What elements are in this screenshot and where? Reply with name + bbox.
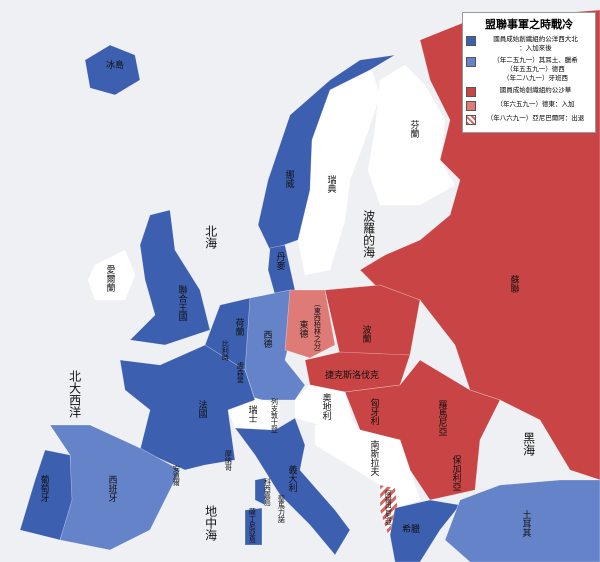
region-italy: [234, 417, 351, 556]
legend-item-nato-founder: 國員成始創織組約公洋西大北 ：入加來後: [466, 35, 592, 53]
label-luxembourg: 盧森堡: [236, 362, 245, 383]
label-hungary: 匈牙利: [368, 398, 379, 425]
legend-text: （年二八九一）牙班西: [503, 74, 568, 82]
region-sardinia: [244, 507, 263, 546]
label-netherlands: 荷蘭: [233, 318, 244, 336]
region-norway: [257, 54, 396, 251]
region-greece: [389, 499, 461, 562]
label-italy: 義大利: [286, 465, 297, 492]
region-ireland: [87, 249, 136, 301]
region-corsica: [254, 477, 266, 506]
label-atlantic: 北大西洋: [67, 370, 82, 418]
legend-item-warsaw-founder: 國員成始創織組約公沙華: [466, 86, 592, 97]
label-monaco: 摩納哥: [224, 450, 233, 471]
label-spain: 西班牙: [106, 475, 117, 502]
label-turkey: 土耳其: [520, 510, 531, 537]
label-east-germany: 東德: [297, 320, 308, 338]
label-andorra: 安道爾: [172, 465, 181, 486]
label-sweden: 瑞典: [325, 175, 336, 193]
legend: 盟聯事軍之時戰冷 國員成始創織組約公洋西大北 ：入加來後 （年二五九一）其耳土、臘…: [462, 12, 596, 133]
legend-item-east-germany: （年六五九一）德東：入加: [466, 100, 592, 111]
label-yugoslavia: 南斯拉夫: [368, 440, 379, 476]
region-poland: [324, 284, 421, 356]
label-west-germany: 西德: [261, 330, 272, 348]
label-bulgaria: 保加利亞: [450, 455, 461, 491]
legend-text: ：入加來後: [519, 44, 552, 52]
label-north-sea: 北海: [203, 225, 218, 249]
region-uk: [129, 209, 211, 346]
label-poland: 波蘭: [360, 325, 371, 343]
legend-swatch: [466, 57, 476, 67]
legend-text: （年八六九一）亞尼巴爾阿：出退: [486, 114, 585, 122]
label-norway: 挪威: [283, 170, 294, 188]
label-czechoslovakia: 捷克斯洛伐克: [325, 371, 380, 381]
region-portugal: [19, 449, 73, 541]
legend-text: （年五五九一）德西: [506, 65, 565, 73]
region-east-germany: [284, 289, 336, 359]
label-portugal: 葡萄牙: [38, 475, 49, 502]
label-berlin: （東西柏林之分）: [313, 300, 322, 356]
label-corsica: 科西嘉島: [263, 478, 272, 506]
legend-text: 國員成始創織組約公洋西大北: [493, 35, 578, 43]
region-iceland: [84, 44, 141, 96]
label-baltic-sea: 波羅的海: [361, 210, 376, 258]
legend-title: 盟聯事軍之時戰冷: [485, 18, 573, 31]
legend-swatch: [466, 101, 476, 111]
label-iceland: 冰島: [106, 61, 125, 71]
label-ussr: 蘇聯: [508, 275, 519, 293]
label-mediterranean: 地中海: [203, 505, 218, 541]
label-liechtenstein: 列支敦士登: [270, 398, 279, 433]
label-sardinia: 薩丁尼亞島: [248, 508, 257, 543]
label-denmark: 丹麥: [274, 252, 285, 270]
legend-swatch: [466, 87, 476, 97]
legend-text: 國員成始創織組約公沙華: [499, 86, 572, 94]
label-uk: 聯合王國: [176, 285, 187, 321]
legend-item-albania: （年八六九一）亞尼巴爾阿：出退: [466, 114, 592, 125]
region-turkey: [444, 479, 600, 562]
region-yugoslavia: [314, 419, 421, 509]
legend-text: （年六五九一）德東：入加: [496, 100, 575, 108]
label-belgium: 比利時: [221, 340, 230, 361]
legend-swatch: [466, 36, 476, 46]
label-austria: 奧地利: [320, 393, 331, 420]
label-albania: 阿爾巴尼亞: [384, 490, 393, 525]
label-greece: 希臘: [402, 525, 421, 535]
region-finland: [367, 64, 456, 206]
label-france: 法國: [196, 400, 207, 418]
legend-item-nato-later: （年二五九一）其耳土、臘希 （年五五九一）德西 （年二八九一）牙班西: [466, 56, 592, 83]
label-switzerland: 瑞士: [246, 405, 257, 423]
label-romania: 羅馬尼亞: [436, 400, 447, 436]
legend-text: （年二五九一）其耳土、臘希: [493, 56, 578, 64]
region-france: [119, 344, 256, 471]
label-san-marino: 聖馬力諾: [277, 495, 286, 523]
legend-swatch: [466, 115, 476, 125]
label-black-sea: 黑海: [521, 432, 536, 456]
label-finland: 芬蘭: [408, 120, 419, 138]
label-ireland: 愛爾蘭: [104, 265, 115, 292]
